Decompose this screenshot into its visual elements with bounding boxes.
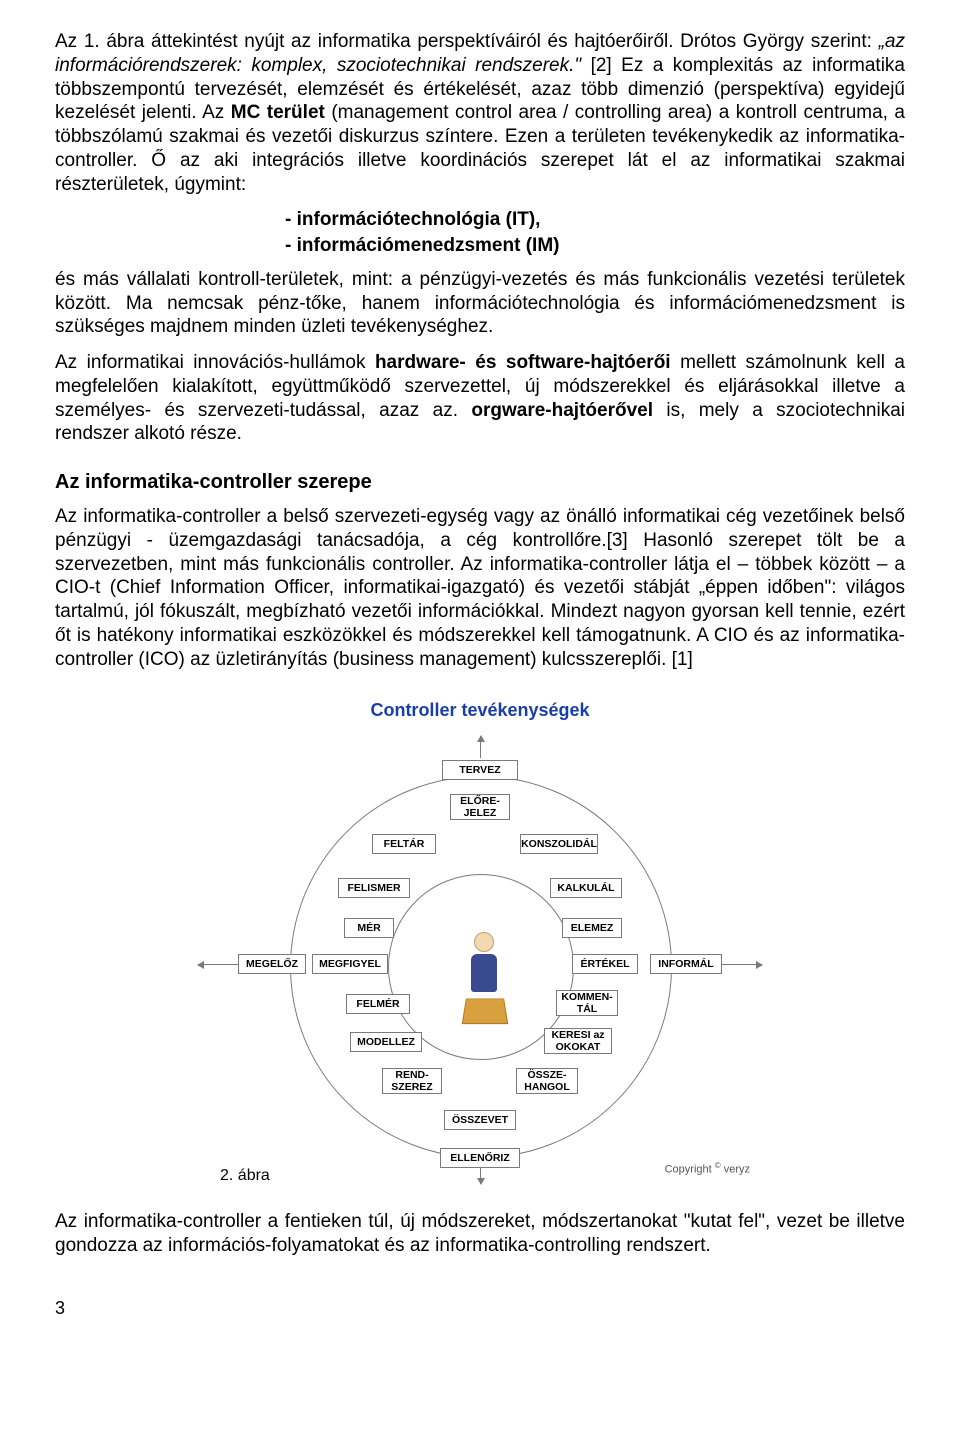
node-tervez: TERVEZ bbox=[442, 760, 518, 780]
arrow-up bbox=[480, 736, 481, 758]
paragraph-3: Az informatikai innovációs-hullámok hard… bbox=[55, 351, 905, 446]
arrow-left bbox=[198, 964, 238, 965]
node-ertekel: ÉRTÉKEL bbox=[572, 954, 638, 974]
para3-bold1: hardware- és software-hajtóerői bbox=[375, 352, 671, 373]
list-item-1: - információtechnológia (IT), bbox=[285, 208, 905, 232]
node-kommental: KOMMEN- TÁL bbox=[556, 990, 618, 1016]
para1-bold: MC terület bbox=[231, 102, 325, 123]
diagram-title: Controller tevékenységek bbox=[190, 699, 770, 722]
para1-text: Az 1. ábra áttekintést nyújt az informat… bbox=[55, 31, 879, 52]
node-modellez: MODELLEZ bbox=[350, 1032, 422, 1052]
node-osszevet: ÖSSZEVET bbox=[444, 1110, 516, 1130]
node-konszolidal: KONSZOLIDÁL bbox=[520, 834, 598, 854]
node-mer: MÉR bbox=[344, 918, 394, 938]
figure-label: 2. ábra bbox=[220, 1166, 270, 1186]
node-elorejelez: ELŐRE- JELEZ bbox=[450, 794, 510, 820]
page: Az 1. ábra áttekintést nyújt az informat… bbox=[0, 0, 960, 1350]
paragraph-2: és más vállalati kontroll-területek, min… bbox=[55, 268, 905, 339]
node-felismer: FELISMER bbox=[338, 878, 410, 898]
para3-text1: Az informatikai innovációs-hullámok bbox=[55, 352, 375, 373]
node-rendszerez: REND- SZEREZ bbox=[382, 1068, 442, 1094]
person-icon bbox=[464, 932, 504, 1022]
node-feltar: FELTÁR bbox=[372, 834, 436, 854]
para3-bold2: orgware-hajtóerővel bbox=[471, 400, 653, 421]
subheading: Az informatika-controller szerepe bbox=[55, 470, 905, 495]
node-informal: INFORMÁL bbox=[650, 954, 722, 974]
arrow-right bbox=[722, 964, 762, 965]
node-kalkulal: KALKULÁL bbox=[550, 878, 622, 898]
paragraph-1: Az 1. ábra áttekintést nyújt az informat… bbox=[55, 30, 905, 196]
node-osszehangol: ÖSSZE- HANGOL bbox=[516, 1068, 578, 1094]
node-ellenoriz: ELLENŐRIZ bbox=[440, 1148, 520, 1168]
node-elemez: ELEMEZ bbox=[562, 918, 622, 938]
diagram-copyright: Copyright © veryz bbox=[665, 1161, 750, 1177]
node-megfigyel: MEGFIGYEL bbox=[312, 954, 388, 974]
node-megeloz: MEGELŐZ bbox=[238, 954, 306, 974]
controller-diagram: Controller tevékenységek TERVEZ ELŐRE- J… bbox=[190, 699, 770, 1192]
page-number: 3 bbox=[55, 1297, 905, 1320]
paragraph-4: Az informatika-controller a belső szerve… bbox=[55, 505, 905, 671]
node-felmer: FELMÉR bbox=[346, 994, 410, 1014]
diagram-canvas: TERVEZ ELŐRE- JELEZ FELTÁR KONSZOLIDÁL F… bbox=[190, 732, 770, 1192]
paragraph-5: Az informatika-controller a fentieken tú… bbox=[55, 1210, 905, 1258]
list-item-2: - információmenedzsment (IM) bbox=[285, 234, 905, 258]
node-keresi: KERESI az OKOKAT bbox=[544, 1028, 612, 1054]
